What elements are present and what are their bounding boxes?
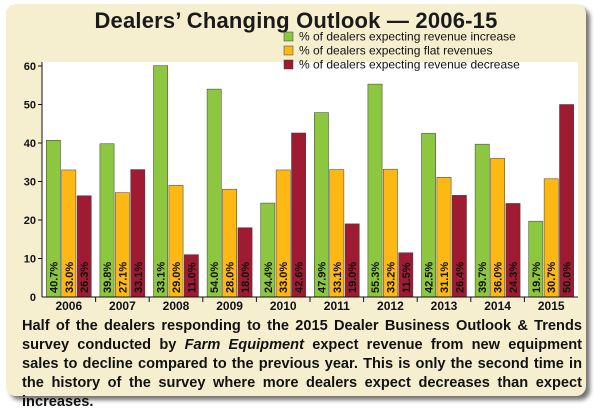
bar-value-label: 31.1% [439, 262, 451, 293]
bar-value-label: 54.0% [209, 262, 221, 293]
bar-value-label: 42.6% [294, 262, 306, 293]
bar-value-label: 19.0% [347, 262, 359, 293]
bar-value-label: 55.3% [370, 262, 382, 293]
legend-swatch [283, 45, 294, 56]
x-tick-label: 2015 [538, 299, 565, 313]
bar-value-label: 33.0% [278, 262, 290, 293]
bar-value-label: 11.5% [401, 262, 413, 293]
bar-value-label: 19.7% [531, 262, 543, 293]
bar-value-label: 30.7% [546, 262, 558, 293]
y-tick-label: 50 [24, 100, 36, 112]
bar-value-label: 42.5% [424, 262, 436, 293]
bar-value-label: 24.4% [263, 262, 275, 293]
chart-caption: Half of the dealers responding to the 20… [22, 317, 582, 412]
legend-swatch [283, 31, 294, 42]
bar-value-label: 11.0% [186, 262, 198, 293]
bar-value-label: 50.0% [562, 262, 574, 293]
bar-value-label: 27.1% [117, 262, 129, 293]
y-tick-label: 60 [24, 61, 36, 73]
y-tick-label: 10 [24, 254, 36, 266]
chart-legend: % of dealers expecting revenue increase%… [283, 30, 520, 72]
bar-value-label: 40.7% [48, 262, 60, 293]
y-tick-label: 30 [24, 177, 36, 189]
x-tick-label: 2008 [163, 299, 190, 313]
bar-series: 40.7% 33.0% 26.3% 39.8% 27.1% 33.1% 33.1% 29.0%… [46, 65, 574, 298]
y-tick-label: 0 [30, 292, 36, 304]
chart-title: Dealers’ Changing Outlook — 2006-15 [94, 8, 498, 33]
x-tick-label: 2012 [377, 299, 404, 313]
bar-value-label: 26.3% [79, 262, 91, 293]
bar-value-label: 28.0% [225, 262, 237, 293]
y-tick-label: 40 [24, 138, 36, 150]
x-tick-label: 2013 [431, 299, 458, 313]
x-tick-label: 2014 [484, 299, 511, 313]
bar-value-label: 33.1% [133, 262, 145, 293]
bar-chart: % of dealers expecting revenue increase%… [24, 30, 578, 313]
bar-value-label: 39.8% [102, 262, 114, 293]
bar-value-label: 29.0% [171, 262, 183, 293]
x-tick-label: 2009 [216, 299, 243, 313]
bar-value-label: 39.7% [477, 262, 489, 293]
bar-value-label: 33.2% [385, 262, 397, 293]
bar-value-label: 36.0% [493, 262, 505, 293]
x-tick-label: 2007 [109, 299, 136, 313]
bar-value-label: 33.1% [156, 262, 168, 293]
caption-text-end: expect revenue from new equipment sales … [22, 337, 582, 410]
bar-value-label: 18.0% [240, 262, 252, 293]
bar-value-label: 33.0% [64, 262, 76, 293]
legend-swatch [283, 59, 294, 70]
x-tick-label: 2006 [55, 299, 82, 313]
caption-publication-name: Farm Equipment [184, 337, 304, 353]
chart-card: Dealers’ Changing Outlook — 2006-15 % of… [6, 4, 586, 410]
legend-label: % of dealers expecting revenue decrease [299, 58, 520, 72]
x-tick-label: 2011 [324, 299, 350, 313]
caption-text-start: Half of the dealers responding to the 20… [22, 318, 582, 353]
bar-value-label: 26.4% [454, 262, 466, 293]
y-axis: 0 10 20 30 40 50 60 [24, 61, 43, 304]
x-axis: 2006 2007 2008 2009 2010 2011 2012 2013 2014 2015 [42, 296, 578, 313]
bar-value-label: 33.1% [332, 262, 344, 293]
legend-label: % of dealers expecting flat revenues [299, 44, 492, 58]
legend-label: % of dealers expecting revenue increase [299, 30, 516, 44]
y-tick-label: 20 [24, 215, 36, 227]
bar-value-label: 24.3% [508, 262, 520, 293]
x-tick-label: 2010 [270, 299, 297, 313]
bar-value-label: 47.9% [316, 262, 328, 293]
